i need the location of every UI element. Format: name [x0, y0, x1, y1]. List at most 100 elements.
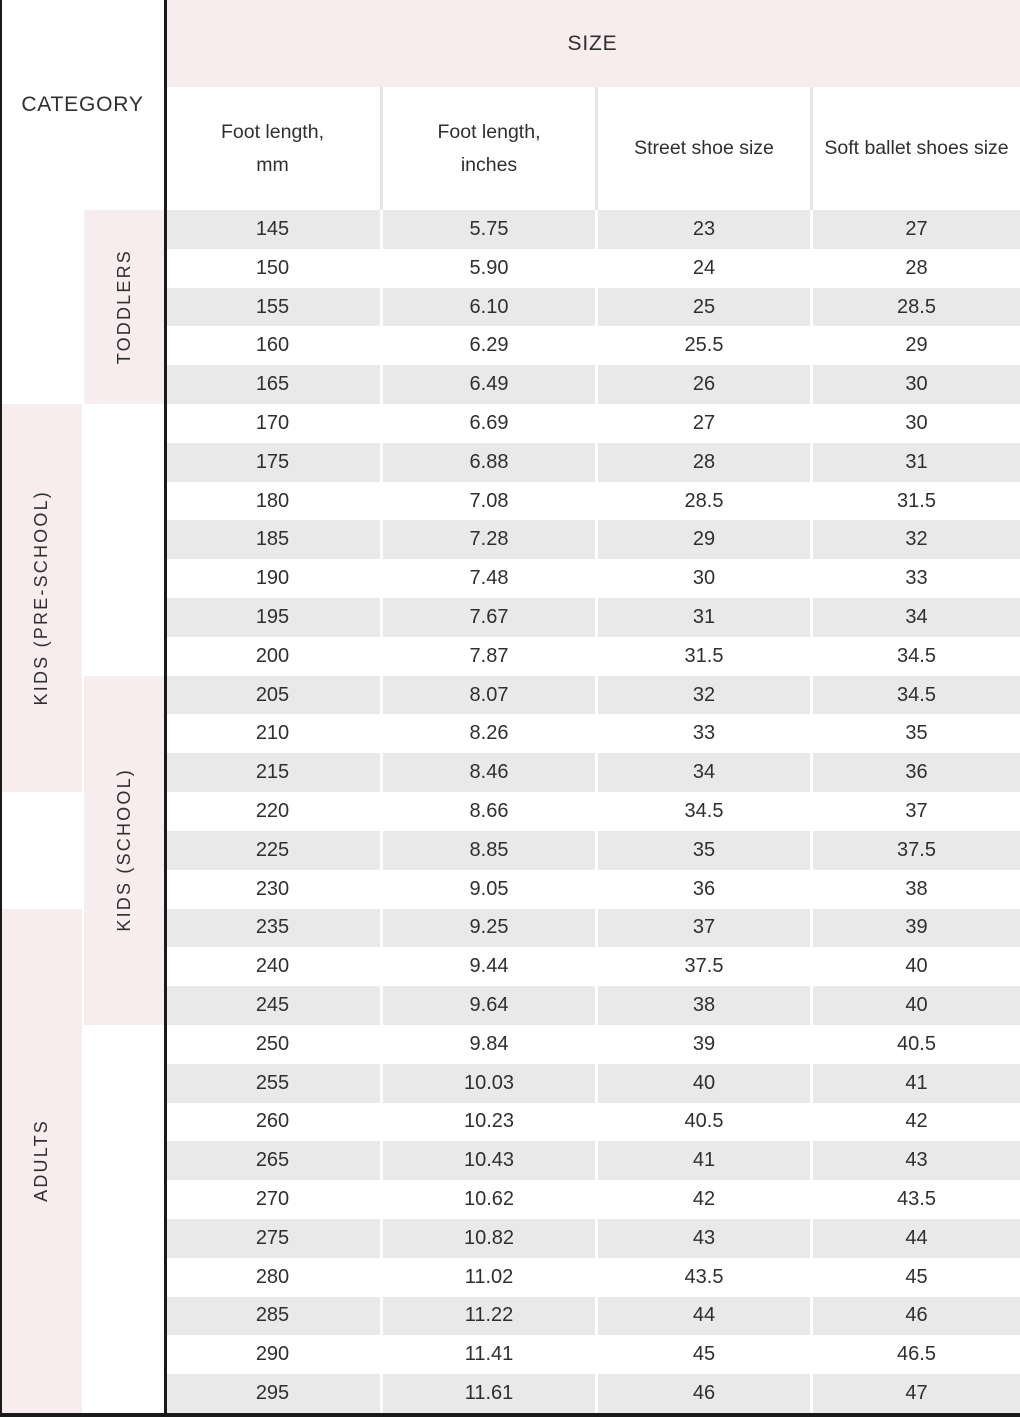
- data-cell: 26: [595, 365, 810, 405]
- data-cell: 31.5: [810, 481, 1020, 521]
- data-cell: 43: [595, 1218, 810, 1258]
- data-cell: 145: [165, 210, 380, 249]
- data-cell: 6.69: [380, 404, 595, 443]
- column-header-foot-length-inches: Foot length, inches: [380, 87, 595, 210]
- data-cell: 43.5: [810, 1180, 1020, 1219]
- data-cell: 8.26: [380, 714, 595, 754]
- column-header-line: Foot length,: [221, 121, 324, 144]
- data-cell: 47: [810, 1374, 1020, 1413]
- column-header-line: mm: [256, 153, 289, 176]
- data-cell: 29: [595, 520, 810, 560]
- size-header-label: SIZE: [567, 31, 618, 55]
- data-cell: 45: [810, 1257, 1020, 1297]
- column-header-soft-ballet-shoes-size: Soft ballet shoes size: [810, 87, 1020, 210]
- category-group-toddlers: TODDLERS: [84, 210, 165, 405]
- data-cell: 5.75: [380, 210, 595, 249]
- data-cell: 260: [255, 1110, 290, 1133]
- data-cell: 37: [595, 908, 810, 948]
- data-cell: 255: [165, 1063, 380, 1103]
- category-header-cell: CATEGORY: [0, 0, 165, 210]
- category-group-kids-school: KIDS (SCHOOL): [84, 675, 165, 1025]
- data-cell: 42: [810, 1102, 1020, 1142]
- data-cell: 40.5: [810, 1024, 1020, 1064]
- data-cell: 30: [810, 404, 1020, 443]
- category-header-label: CATEGORY: [21, 93, 144, 116]
- data-cell: 200: [255, 644, 290, 667]
- data-cell: 40: [810, 986, 1020, 1025]
- data-cell: 295: [165, 1374, 380, 1413]
- data-cell: 9.44: [380, 947, 595, 987]
- data-cell: 39: [595, 1024, 810, 1064]
- data-cell: 10.23: [380, 1102, 595, 1142]
- size-header-cell: SIZE: [165, 0, 1020, 87]
- data-cell: 230: [255, 877, 290, 900]
- data-cell: 160: [255, 334, 290, 357]
- data-cell: 155: [165, 287, 380, 327]
- data-cell: 40: [595, 1063, 810, 1103]
- data-cell: 46: [595, 1374, 810, 1413]
- data-cell: 10.82: [380, 1218, 595, 1258]
- data-cell: 190: [255, 567, 290, 590]
- data-cell: 6.10: [380, 287, 595, 327]
- data-cell: 10.03: [380, 1063, 595, 1103]
- data-cell: 175: [165, 442, 380, 482]
- data-cell: 6.88: [380, 442, 595, 482]
- data-cell: 35: [810, 714, 1020, 754]
- data-cell: 38: [810, 869, 1020, 909]
- data-cell: 32: [810, 520, 1020, 560]
- data-cell: 9.64: [380, 986, 595, 1025]
- data-cell: 34.5: [810, 636, 1020, 676]
- data-cell: 31.5: [595, 636, 810, 676]
- data-cell: 34.5: [810, 675, 1020, 715]
- data-cell: 11.61: [380, 1374, 595, 1413]
- data-cell: 8.07: [380, 675, 595, 715]
- data-cell: 235: [165, 908, 380, 948]
- data-cell: 7.08: [380, 481, 595, 521]
- data-cell: 6.49: [380, 365, 595, 405]
- data-cell: 35: [595, 830, 810, 870]
- data-cell: 195: [165, 598, 380, 637]
- data-cell: 9.25: [380, 908, 595, 948]
- data-cell: 8.66: [380, 792, 595, 831]
- data-cell: 36: [595, 869, 810, 909]
- data-cell: 33: [810, 559, 1020, 599]
- data-cell: 205: [165, 675, 380, 715]
- data-cell: 240: [255, 955, 290, 978]
- data-cell: 41: [810, 1063, 1020, 1103]
- data-cell: 37.5: [810, 830, 1020, 870]
- data-cell: 8.85: [380, 830, 595, 870]
- data-cell: 34.5: [595, 792, 810, 831]
- data-cell: 27: [810, 210, 1020, 249]
- data-cell: 225: [165, 830, 380, 870]
- data-cell: 24: [595, 248, 810, 288]
- data-cell: 150: [255, 256, 290, 279]
- data-cell: 31: [810, 442, 1020, 482]
- data-cell: 30: [595, 559, 810, 599]
- data-cell: 43.5: [595, 1257, 810, 1297]
- data-cell: 215: [165, 753, 380, 793]
- data-cell: 270: [255, 1188, 290, 1211]
- data-cell: 7.48: [380, 559, 595, 599]
- data-cell: 250: [255, 1032, 290, 1055]
- category-group-kids-pre-school: KIDS (PRE-SCHOOL): [0, 404, 84, 793]
- data-cell: 40.5: [595, 1102, 810, 1142]
- data-cell: 41: [595, 1141, 810, 1181]
- category-group-label: TODDLERS: [114, 249, 134, 365]
- data-cell: 46.5: [810, 1335, 1020, 1375]
- data-cell: 9.84: [380, 1024, 595, 1064]
- data-cell: 5.90: [380, 248, 595, 288]
- data-cell: 45: [595, 1335, 810, 1375]
- data-cell: 40: [810, 947, 1020, 987]
- data-cell: 37.5: [595, 947, 810, 987]
- data-cell: 36: [810, 753, 1020, 793]
- table-bottom-border: [0, 1413, 1020, 1417]
- data-cell: 23: [595, 210, 810, 249]
- data-cell: 285: [165, 1296, 380, 1336]
- data-cell: 180: [255, 489, 290, 512]
- data-cell: 210: [255, 722, 290, 745]
- data-cell: 44: [595, 1296, 810, 1336]
- data-cell: 165: [165, 365, 380, 405]
- data-cell: 10.43: [380, 1141, 595, 1181]
- data-cell: 11.02: [380, 1257, 595, 1297]
